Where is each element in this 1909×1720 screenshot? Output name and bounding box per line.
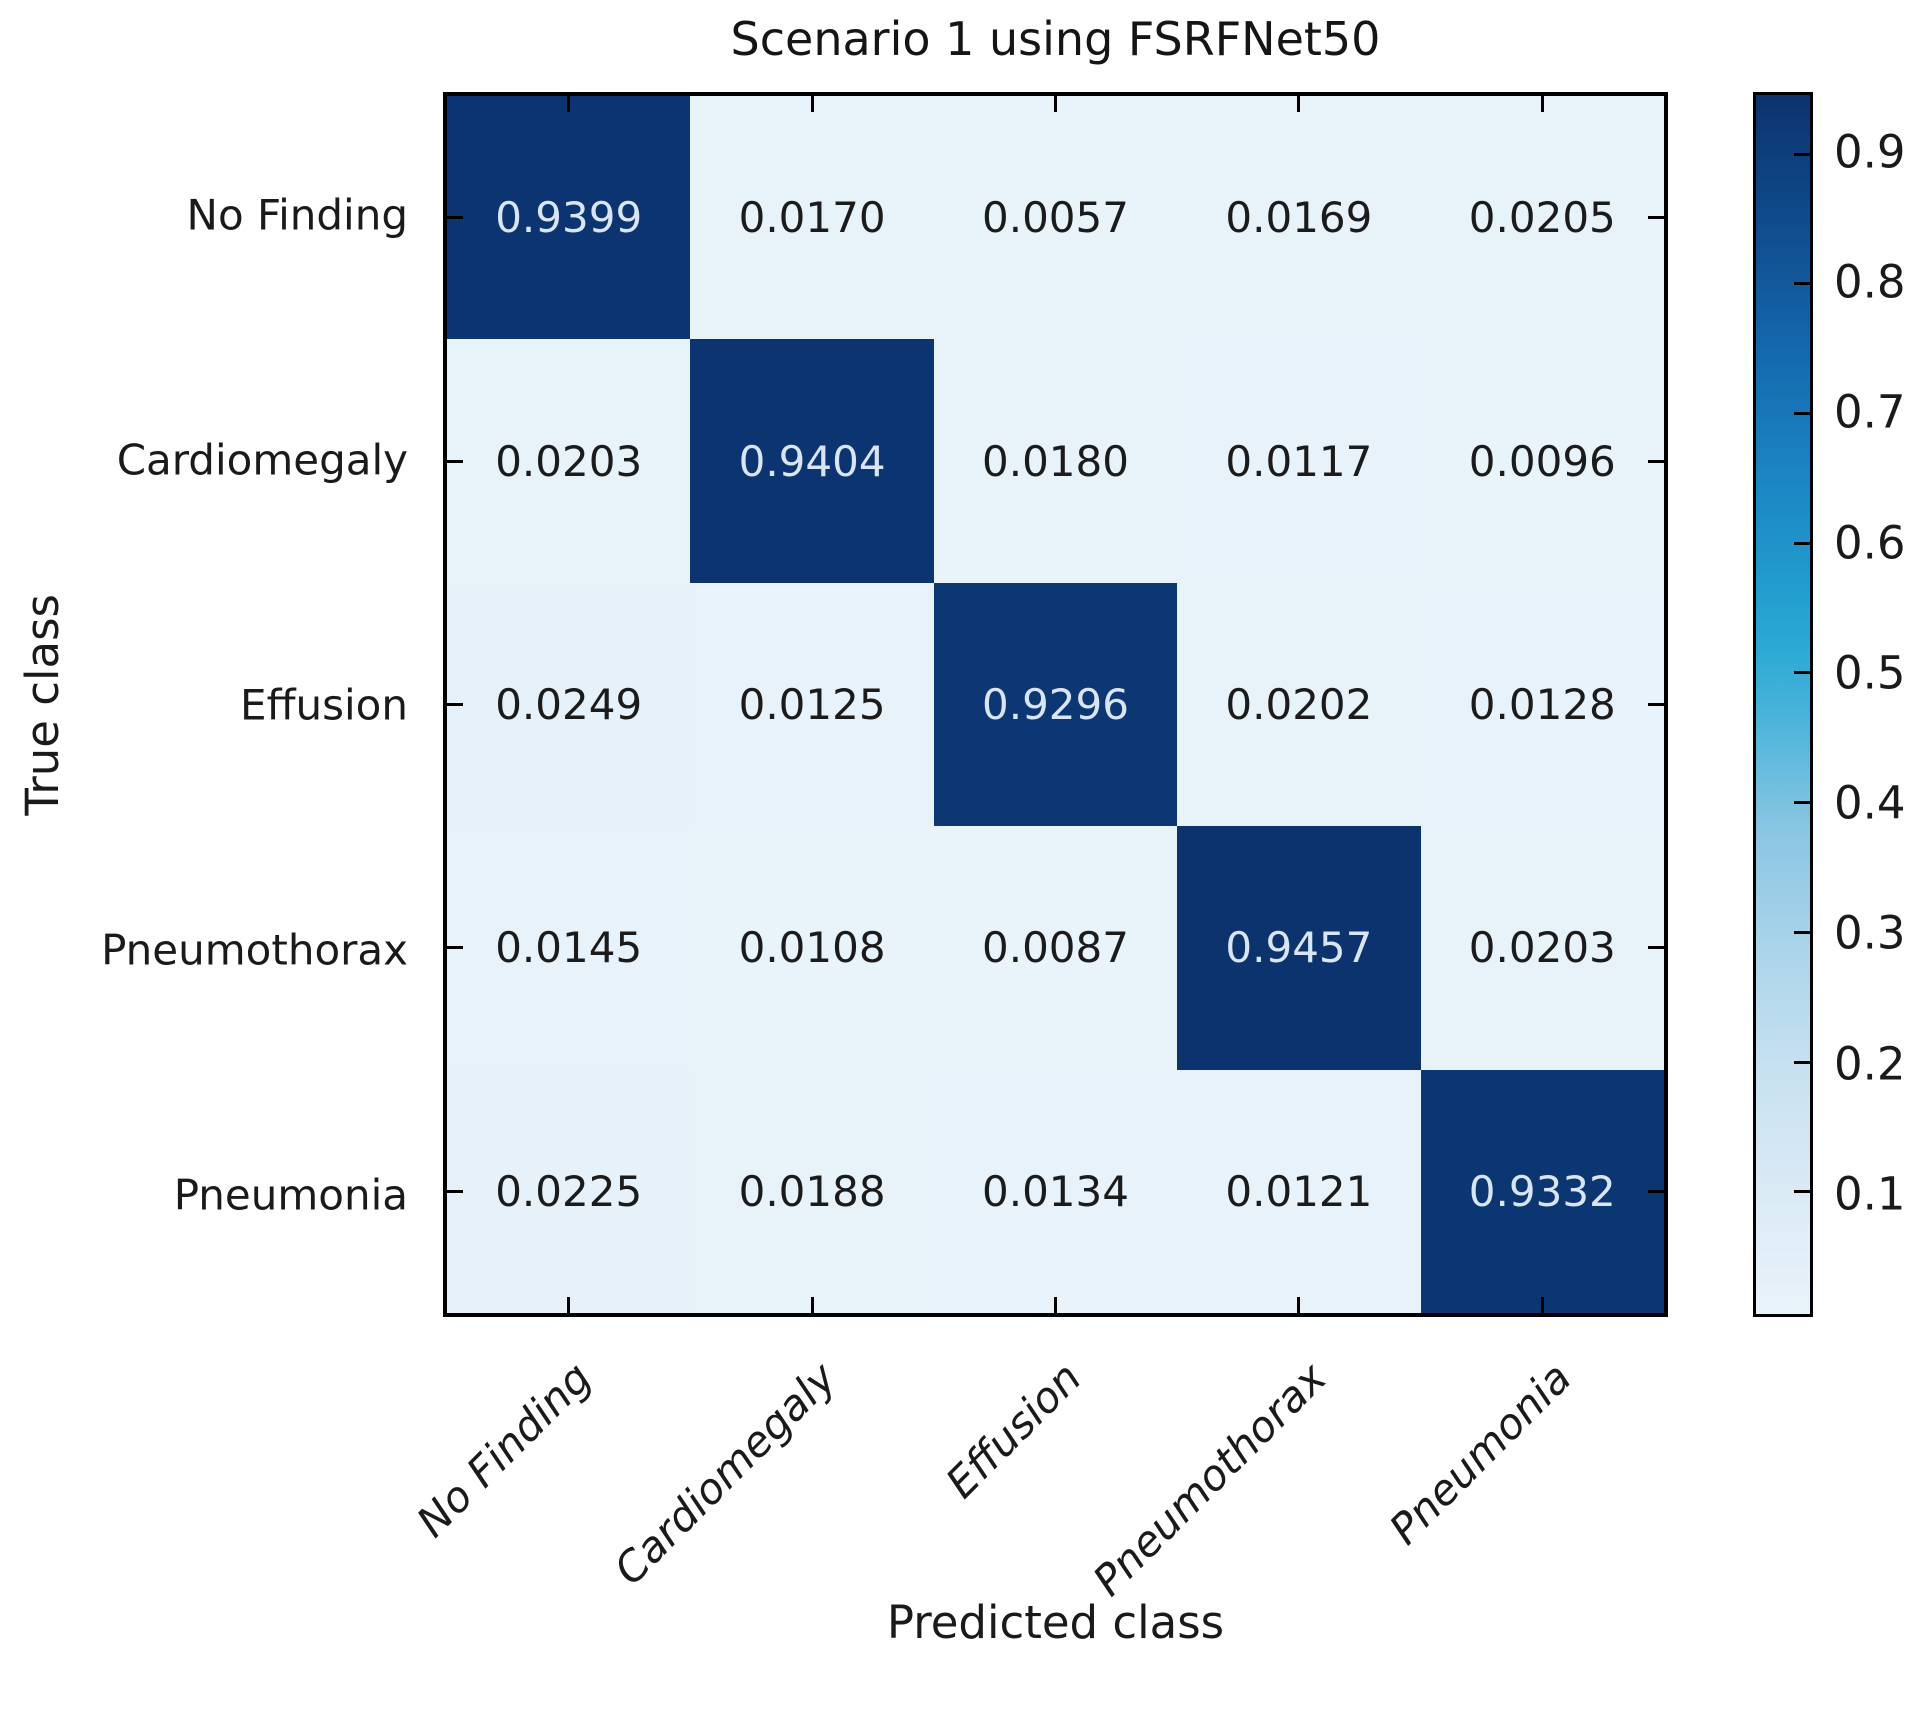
y-tick-label: No Finding [186,190,408,239]
matrix-cell: 0.0134 [933,1069,1178,1313]
x-axis-tick [1054,1297,1057,1313]
matrix-cell: 0.0188 [690,1069,934,1313]
y-axis-tick [447,216,463,220]
colorbar-tick-label: 0.1 [1834,1167,1906,1221]
colorbar-tick [1794,1190,1810,1194]
matrix-cell: 0.9457 [1177,826,1421,1070]
matrix-cell: 0.9332 [1420,1069,1664,1313]
colorbar-tick-label: 0.4 [1834,776,1906,830]
colorbar-tick [1794,541,1810,545]
colorbar-tick-label: 0.9 [1834,125,1906,179]
heatmap-plot-area: 0.9399 0.0170 0.0057 0.0169 0.0205 0.0203 0.94… [443,92,1668,1317]
matrix-cell: 0.0170 [690,96,934,340]
matrix-cell: 0.9404 [690,339,934,583]
x-axis-tick [1540,1297,1544,1313]
matrix-cell: 0.0117 [1177,339,1421,583]
colorbar-tick-label: 0.3 [1834,906,1906,960]
y-axis-tick [447,946,463,950]
matrix-cell: 0.0203 [1420,826,1664,1070]
matrix-cell: 0.0202 [1177,582,1421,827]
colorbar-tick [1794,152,1810,156]
y-tick-label: Cardiomegaly [116,435,408,484]
y-axis-tick [447,703,463,706]
matrix-cell: 0.0108 [690,826,934,1070]
y-axis-tick [1648,1189,1664,1193]
colorbar-tick-label: 0.8 [1834,255,1906,309]
matrix-cell: 0.0128 [1420,582,1664,827]
x-axis-tick [1297,96,1301,112]
y-tick-label: Effusion [240,680,408,729]
y-tick-label: Pneumothorax [101,925,408,974]
x-axis-tick [1540,96,1544,112]
matrix-cell: 0.0180 [933,339,1178,583]
colorbar [1753,92,1813,1317]
matrix-cell: 0.9399 [447,96,691,340]
x-axis-tick [567,96,571,112]
matrix-cell: 0.0121 [1177,1069,1421,1313]
x-axis-label: Predicted class [886,1596,1225,1649]
matrix-cell: 0.0225 [447,1069,691,1313]
colorbar-tick [1794,412,1810,416]
matrix-cell: 0.0087 [933,826,1178,1070]
x-axis-tick [810,96,814,112]
y-axis-tick [1648,703,1664,706]
matrix-cell: 0.0205 [1420,96,1664,340]
matrix-cell: 0.0145 [447,826,691,1070]
colorbar-tick [1794,801,1810,805]
matrix-cell: 0.9296 [933,582,1178,827]
heatmap-grid: 0.9399 0.0170 0.0057 0.0169 0.0205 0.0203 0.94… [447,96,1664,1313]
y-axis-tick [447,1189,463,1193]
x-axis-tick [810,1297,814,1313]
colorbar-tick-label: 0.7 [1834,385,1906,439]
x-axis-tick [1054,96,1057,112]
colorbar-tick [1794,930,1810,934]
x-axis-tick [1297,1297,1301,1313]
colorbar-tick-label: 0.6 [1834,516,1906,569]
x-axis-tick [567,1297,571,1313]
y-axis-tick [1648,946,1664,950]
y-axis-tick [1648,216,1664,220]
y-axis-tick [1648,459,1664,463]
matrix-cell: 0.0057 [933,96,1178,340]
y-tick-labels: No Finding Cardiomegaly Effusion Pneumothor… [0,92,424,1317]
y-tick-label: Pneumonia [173,1170,408,1219]
matrix-cell: 0.0125 [690,582,934,827]
colorbar-tick [1794,282,1810,286]
matrix-cell: 0.0169 [1177,96,1421,340]
y-axis-tick [447,459,463,463]
colorbar-tick [1794,671,1810,675]
matrix-cell: 0.0096 [1420,339,1664,583]
colorbar-tick-label: 0.2 [1834,1037,1906,1091]
colorbar-tick [1794,1060,1810,1064]
matrix-cell: 0.0249 [447,582,691,827]
chart-title: Scenario 1 using FSRFNet50 [730,12,1381,66]
matrix-cell: 0.0203 [447,339,691,583]
colorbar-tick-label: 0.5 [1834,646,1906,700]
